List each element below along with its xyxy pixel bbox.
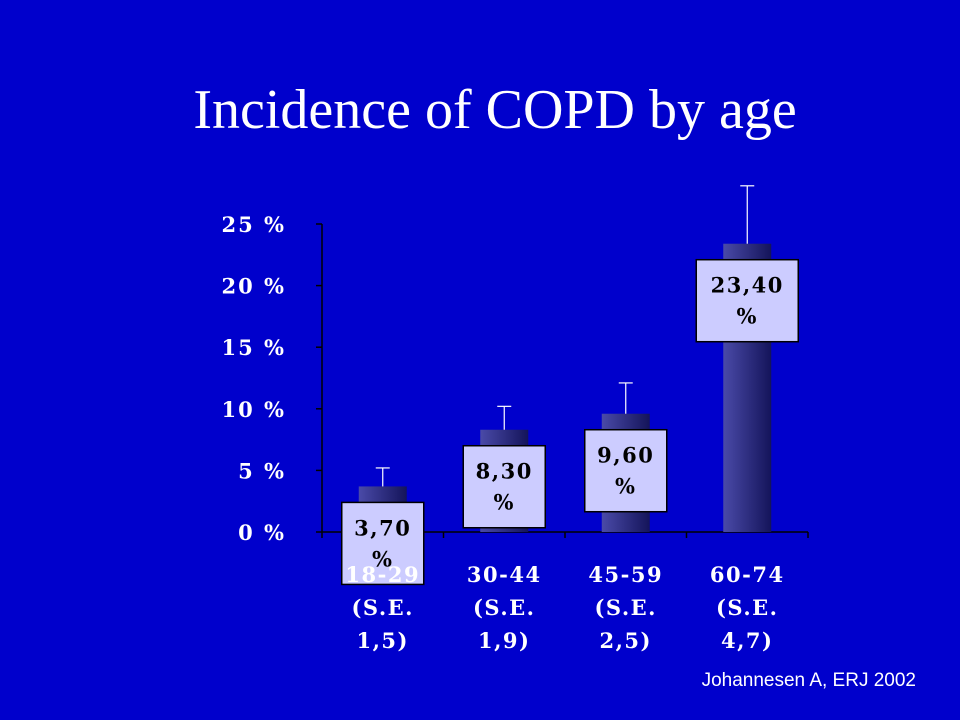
data-label-box <box>695 258 799 343</box>
y-tick-label: 10 % <box>222 397 287 422</box>
data-label-box <box>584 428 668 513</box>
chart-error-bars <box>375 185 755 487</box>
data-label: 23,40 <box>711 273 784 298</box>
category-label: 18-29 <box>345 562 420 587</box>
category-label: (S.E. <box>352 595 414 620</box>
category-label: (S.E. <box>473 595 535 620</box>
chart-category-labels: 18-29 (S.E. 1,5) 30-44 (S.E. 1,9) 45-59 (S.E. 2,… <box>345 562 785 653</box>
data-label-box <box>341 501 425 586</box>
citation: Johannesen A, ERJ 2002 <box>701 670 916 691</box>
category-label: 30-44 <box>467 562 542 587</box>
category-label: (S.E. <box>716 595 778 620</box>
chart-data-labels: 3,70% 8,30% 9,60% 23,40% <box>341 258 799 586</box>
data-label: % <box>737 304 758 329</box>
category-label: 1,9) <box>478 628 530 653</box>
category-label: (S.E. <box>595 595 657 620</box>
category-label: 1,5) <box>357 628 409 653</box>
data-label: 8,30 <box>476 459 533 484</box>
category-label: 60-74 <box>710 562 785 587</box>
y-tick-label: 0 % <box>238 520 286 545</box>
data-label: % <box>494 490 515 515</box>
category-label: 4,7) <box>721 628 773 653</box>
data-label-box <box>462 444 546 529</box>
slide-title: Incidence of COPD by age <box>193 79 797 141</box>
y-tick-label: 25 % <box>222 212 287 237</box>
y-tick-label: 5 % <box>238 458 286 483</box>
category-label: 2,5) <box>600 628 652 653</box>
category-label: 45-59 <box>588 562 663 587</box>
data-label: % <box>372 546 393 571</box>
y-tick-label: 15 % <box>222 335 287 360</box>
y-tick-label: 20 % <box>222 274 287 299</box>
chart-y-tick-labels: 0 % 5 % 10 % 15 % 20 % 25 % <box>222 212 287 545</box>
data-label: 3,70 <box>354 515 411 540</box>
data-label: % <box>615 474 636 499</box>
data-label: 9,60 <box>597 443 654 468</box>
